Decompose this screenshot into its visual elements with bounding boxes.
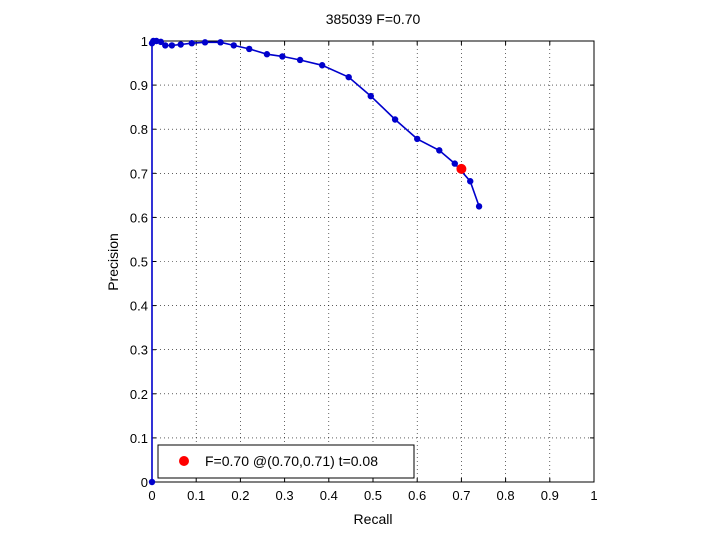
data-point — [414, 135, 421, 143]
y-tick-label: 0.9 — [130, 78, 148, 93]
data-point — [217, 39, 224, 46]
y-axis-label: Precision — [105, 233, 121, 291]
x-tick-label: 0.1 — [187, 488, 205, 503]
legend-box — [157, 444, 415, 479]
y-tick-label: 0.7 — [130, 166, 148, 181]
data-point — [246, 45, 253, 53]
x-tick-label: 0.4 — [320, 488, 338, 503]
x-tick-label: 0.3 — [276, 488, 294, 503]
data-point — [467, 178, 474, 185]
x-tick-label: 0 — [148, 488, 155, 503]
data-point — [230, 42, 237, 49]
x-tick-label: 0.6 — [408, 488, 426, 503]
data-point — [279, 53, 286, 60]
x-tick-label: 0.7 — [452, 488, 470, 503]
legend-text: F=0.70 @(0.70,0.71) t=0.08 — [205, 453, 378, 469]
data-point — [367, 92, 374, 100]
y-tick-label: 0.8 — [130, 122, 148, 137]
data-point — [296, 56, 304, 64]
data-point — [475, 203, 483, 210]
data-point — [168, 42, 176, 49]
data-point — [162, 42, 169, 49]
data-point — [157, 38, 165, 46]
legend: F=0.70 @(0.70,0.71) t=0.08 — [157, 444, 415, 479]
data-point — [263, 51, 271, 58]
data-point — [436, 147, 443, 154]
y-tick-label: 0.5 — [130, 255, 148, 270]
y-tick-label: 0.1 — [130, 431, 148, 446]
data-point — [148, 478, 156, 486]
x-tick-label: 0.2 — [231, 488, 249, 503]
data-point — [177, 41, 184, 48]
x-tick-label: 0.8 — [497, 488, 515, 503]
data-point — [345, 73, 352, 81]
data-point — [201, 39, 209, 46]
data-point — [318, 62, 326, 69]
data-point — [451, 160, 458, 167]
legend-marker — [179, 456, 189, 466]
x-axis-label: Recall — [354, 511, 393, 527]
x-tick-label: 0.5 — [364, 488, 382, 503]
x-tick-label: 0.9 — [541, 488, 559, 503]
y-tick-label: 0.6 — [130, 210, 148, 225]
best-f-point — [456, 163, 467, 174]
grid-lines — [152, 41, 594, 482]
chart-title: 385039 F=0.70 — [326, 11, 421, 27]
x-tick-label: 1 — [590, 488, 597, 503]
y-tick-label: 1 — [141, 34, 148, 49]
data-point — [188, 40, 195, 47]
y-tick-label: 0.3 — [130, 343, 148, 358]
series-layer — [148, 37, 483, 486]
data-point — [391, 116, 399, 123]
y-tick-label: 0.2 — [130, 387, 148, 402]
y-tick-label: 0.4 — [130, 299, 148, 314]
y-tick-label: 0 — [141, 475, 148, 490]
